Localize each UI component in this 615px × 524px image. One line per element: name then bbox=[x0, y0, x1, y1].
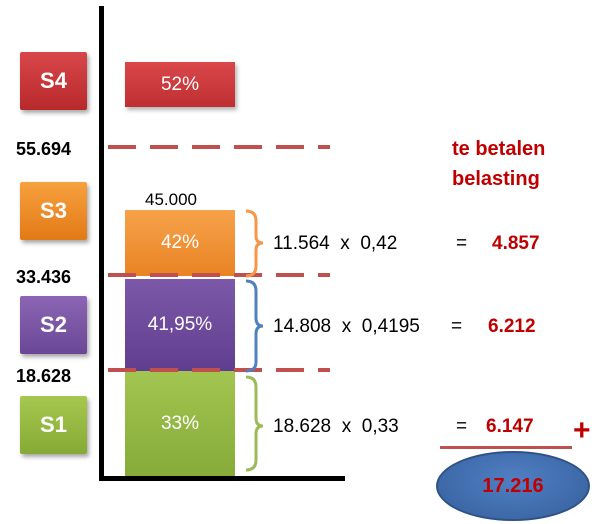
brace-s2 bbox=[245, 279, 264, 373]
result-s1: 6.147 bbox=[486, 416, 534, 437]
calc-times: x bbox=[341, 416, 352, 437]
calc-amount: 14.808 bbox=[273, 316, 332, 337]
calc-equals-s1: = bbox=[456, 416, 468, 437]
calc-times: x bbox=[341, 316, 352, 337]
rate-s2: 41,95% bbox=[147, 314, 213, 335]
calc-row-s1: 18.628 x 0,33 bbox=[273, 416, 399, 438]
bracket-label-s3: S3 bbox=[20, 182, 87, 240]
calc-equals-s3: = bbox=[456, 233, 468, 254]
calc-row-s3: 11.564 x 0,42 bbox=[273, 233, 397, 255]
result-s2: 6.212 bbox=[488, 316, 536, 337]
rate-s1: 33% bbox=[160, 412, 200, 434]
total-value: 17.216 bbox=[482, 474, 544, 497]
result-s3: 4.857 bbox=[492, 233, 540, 254]
calc-factor: 0,33 bbox=[361, 416, 399, 437]
bar-s2: 41,95% bbox=[125, 279, 235, 371]
total-ellipse: 17.216 bbox=[436, 451, 590, 521]
sum-plus: + bbox=[573, 414, 591, 447]
vertical-axis bbox=[99, 6, 104, 480]
bracket-label-s1: S1 bbox=[20, 396, 87, 454]
calc-amount: 11.564 bbox=[273, 233, 330, 254]
calc-factor: 0,4195 bbox=[361, 316, 420, 337]
threshold-18628: 18.628 bbox=[16, 366, 72, 386]
threshold-55694: 55.694 bbox=[16, 139, 72, 159]
bracket-label-s2: S2 bbox=[20, 296, 87, 354]
note-line-2: belasting bbox=[452, 168, 540, 190]
calc-times: x bbox=[340, 233, 350, 254]
calc-factor: 0,42 bbox=[360, 233, 398, 254]
bar-s4: 52% bbox=[125, 62, 235, 107]
brace-s1 bbox=[245, 375, 264, 472]
rate-s4: 52% bbox=[160, 73, 200, 95]
brace-s3 bbox=[245, 209, 264, 278]
note-line-1: te betalen bbox=[452, 138, 546, 160]
rate-s3: 42% bbox=[160, 232, 200, 253]
tax-due-note: te betalen belasting bbox=[452, 134, 545, 194]
calc-amount: 18.628 bbox=[273, 416, 332, 437]
threshold-33436: 33.436 bbox=[16, 267, 72, 287]
bar-s3: 42% bbox=[125, 210, 235, 276]
income-label: 45.000 bbox=[145, 190, 197, 209]
sum-line bbox=[440, 446, 572, 449]
calc-equals-s2: = bbox=[451, 316, 463, 337]
bar-s1: 33% bbox=[125, 371, 235, 476]
horizontal-axis bbox=[99, 476, 345, 481]
calc-row-s2: 14.808 x 0,4195 bbox=[273, 316, 420, 338]
bracket-label-s4: S4 bbox=[20, 52, 87, 110]
